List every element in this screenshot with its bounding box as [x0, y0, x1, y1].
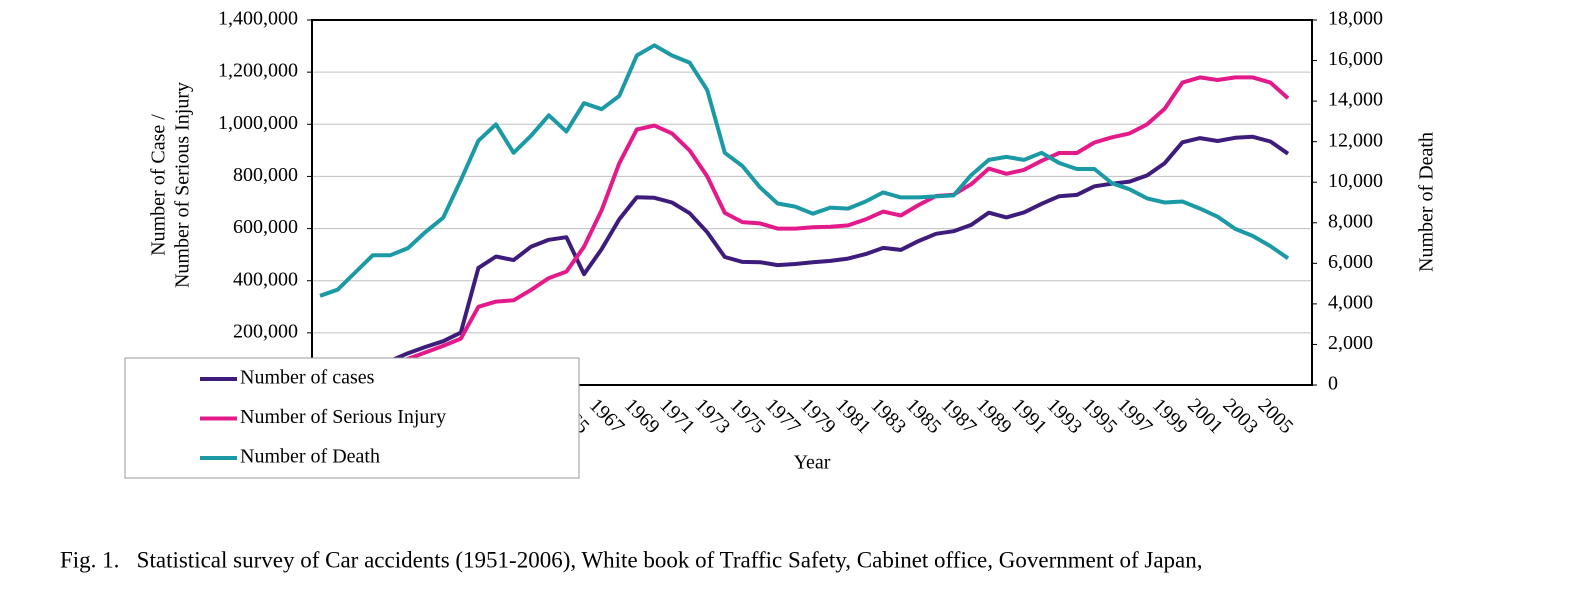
x-tick-label: 1995 — [1078, 394, 1122, 438]
x-tick-label: 1979 — [796, 394, 840, 438]
y2-tick-label: 12,000 — [1328, 129, 1383, 151]
x-tick-label: 1997 — [1113, 394, 1157, 438]
y2-tick-label: 18,000 — [1328, 8, 1383, 30]
x-tick-label: 2001 — [1183, 394, 1227, 438]
x-tick-label: 1983 — [866, 394, 910, 438]
y2-tick-label: 4,000 — [1328, 291, 1373, 313]
series-line — [319, 43, 1290, 298]
y2-tick-label: 16,000 — [1328, 48, 1383, 70]
y-axis-label: Number of Serious Injury — [172, 82, 194, 288]
x-tick-label: 2003 — [1218, 394, 1262, 438]
y-tick-label: 600,000 — [233, 216, 298, 238]
y-tick-label: 1,000,000 — [218, 112, 298, 134]
x-tick-label: 1977 — [761, 394, 805, 438]
x-tick-label: 1989 — [972, 394, 1016, 438]
legend-label: Number of Death — [240, 446, 380, 468]
x-tick-label: 1999 — [1148, 394, 1192, 438]
plot-frame — [311, 19, 1313, 386]
x-tick-label: 1985 — [902, 394, 946, 438]
y-tick-label: 1,200,000 — [218, 60, 298, 82]
x-tick-label: 1973 — [690, 394, 734, 438]
caption: Fig. 1. Statistical survey of Car accide… — [60, 547, 1203, 572]
x-tick-label: 1981 — [831, 394, 875, 438]
series-line — [319, 134, 1290, 377]
series-line — [319, 75, 1290, 379]
x-axis-label: Year — [794, 452, 831, 474]
y2-tick-label: 8,000 — [1328, 210, 1373, 232]
x-tick-label: 1971 — [655, 394, 699, 438]
y-tick-label: 400,000 — [233, 268, 298, 290]
y2-tick-label: 2,000 — [1328, 332, 1373, 354]
y2-tick-label: 6,000 — [1328, 251, 1373, 273]
y-tick-label: 800,000 — [233, 164, 298, 186]
x-tick-label: 1969 — [620, 394, 664, 438]
y2-tick-label: 10,000 — [1328, 170, 1383, 192]
x-tick-label: 1987 — [937, 394, 981, 438]
legend-label: Number of cases — [240, 367, 375, 389]
y2-tick-label: 0 — [1328, 373, 1338, 395]
legend: Number of cases Number of Serious Injury N… — [124, 357, 580, 479]
y2-tick-label: 14,000 — [1328, 89, 1383, 111]
legend-label: Number of Serious Injury — [240, 406, 446, 428]
x-tick-label: 1975 — [726, 394, 770, 438]
y-tick-label: 200,000 — [233, 320, 298, 342]
y-tick-label: 1,400,000 — [218, 8, 298, 30]
x-tick-label: 1967 — [585, 394, 629, 438]
x-tick-label: 2005 — [1254, 394, 1298, 438]
x-tick-label: 1991 — [1007, 394, 1051, 438]
y-axis-label: Number of Case / — [148, 114, 170, 256]
y2-axis-label: Number of Death — [1416, 132, 1438, 272]
x-tick-label: 1993 — [1042, 394, 1086, 438]
